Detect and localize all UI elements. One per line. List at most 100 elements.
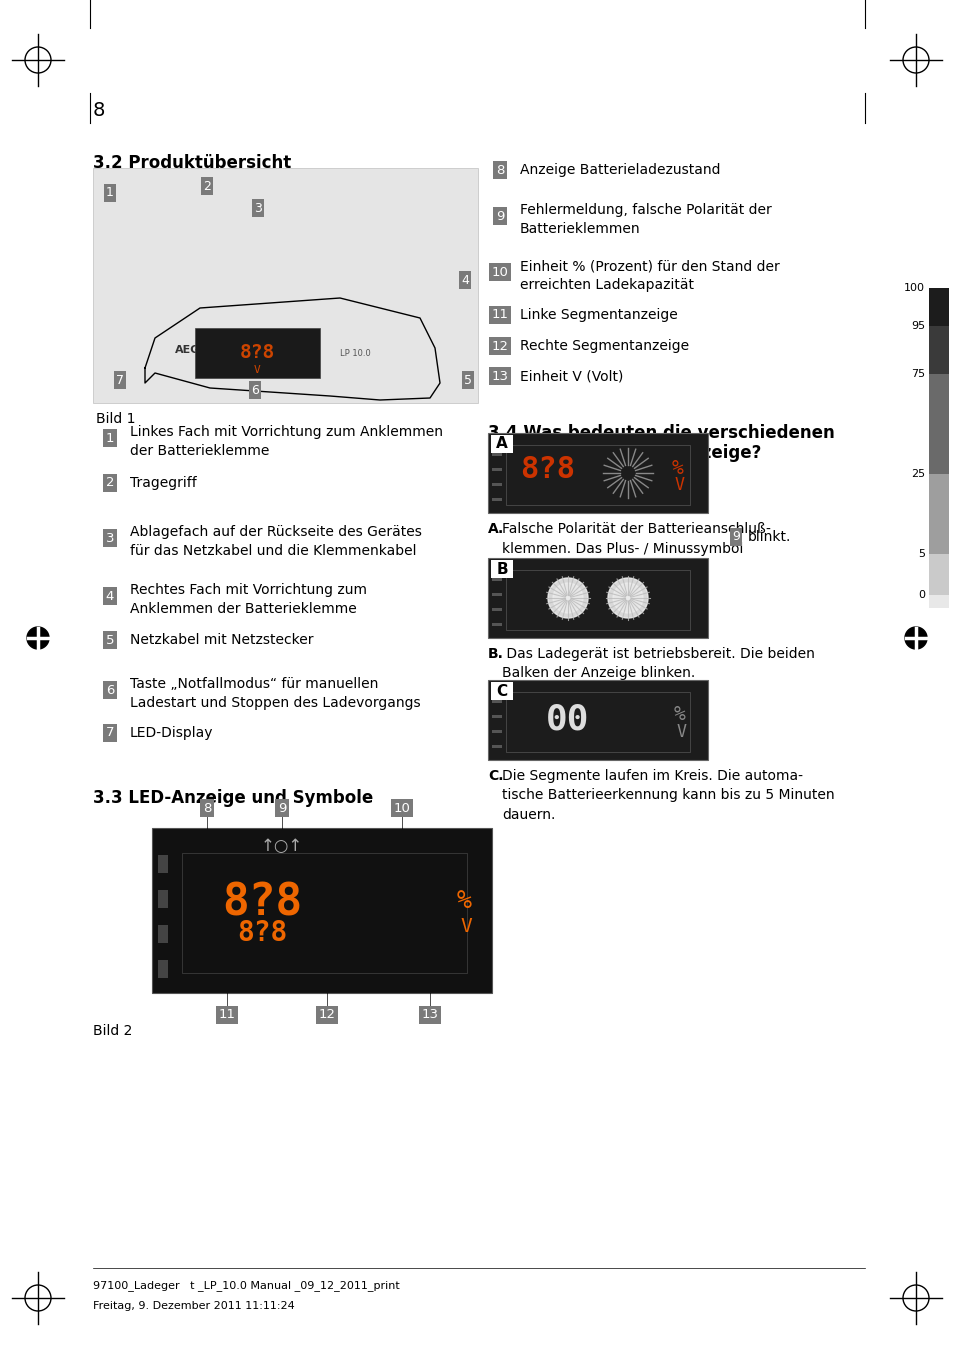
Text: B: B [496, 561, 507, 577]
Polygon shape [613, 583, 642, 612]
FancyBboxPatch shape [92, 168, 477, 403]
Text: %: % [672, 459, 683, 478]
FancyBboxPatch shape [492, 608, 501, 611]
Text: C: C [496, 683, 507, 698]
FancyBboxPatch shape [492, 579, 501, 581]
Text: Das Ladegerät ist betriebsbereit. Die beiden
Balken der Anzeige blinken.: Das Ladegerät ist betriebsbereit. Die be… [501, 646, 814, 680]
Text: Die Segmente laufen im Kreis. Die automa-
tische Batterieerkennung kann bis zu 5: Die Segmente laufen im Kreis. Die automa… [501, 769, 834, 822]
Text: 8?8: 8?8 [239, 344, 274, 363]
Text: 13: 13 [491, 369, 508, 383]
Text: 10: 10 [394, 801, 410, 815]
Text: blinkt.: blinkt. [747, 530, 791, 545]
Text: Falsche Polarität der Batterieanschluß-
klemmen. Das Plus- / Minussymbol: Falsche Polarität der Batterieanschluß- … [501, 521, 770, 555]
Text: LED-Display: LED-Display [130, 727, 213, 740]
Text: LP 10.0: LP 10.0 [339, 349, 371, 357]
Text: Anzeigen der LED-Anzeige?: Anzeigen der LED-Anzeige? [504, 444, 760, 462]
Text: Linke Segmentanzeige: Linke Segmentanzeige [519, 308, 677, 322]
Text: Freitag, 9. Dezember 2011 11:11:24: Freitag, 9. Dezember 2011 11:11:24 [92, 1301, 294, 1310]
Text: 3: 3 [253, 201, 262, 215]
Text: AEG: AEG [174, 345, 200, 354]
FancyBboxPatch shape [928, 474, 948, 554]
Text: Netzkabel mit Netzstecker: Netzkabel mit Netzstecker [130, 633, 314, 646]
FancyBboxPatch shape [158, 856, 168, 873]
FancyBboxPatch shape [492, 498, 501, 501]
Text: 8: 8 [203, 801, 211, 815]
Text: 8?8: 8?8 [236, 919, 287, 947]
Text: 12: 12 [318, 1009, 335, 1021]
Text: 12: 12 [491, 340, 508, 353]
FancyBboxPatch shape [158, 925, 168, 942]
Text: erreichten Ladekapazität: erreichten Ladekapazität [519, 278, 693, 292]
Text: V: V [253, 365, 260, 375]
FancyBboxPatch shape [492, 731, 501, 733]
Text: 1: 1 [106, 432, 114, 444]
FancyBboxPatch shape [492, 469, 501, 471]
Text: 5: 5 [917, 549, 924, 558]
FancyBboxPatch shape [928, 288, 948, 326]
Text: 4: 4 [460, 273, 469, 287]
Text: Ladestart und Stoppen des Ladevorgangs: Ladestart und Stoppen des Ladevorgangs [130, 697, 420, 710]
FancyBboxPatch shape [492, 623, 501, 626]
Text: der Batterieklemme: der Batterieklemme [130, 444, 269, 458]
FancyBboxPatch shape [928, 595, 948, 608]
Text: 9: 9 [731, 531, 740, 543]
Polygon shape [619, 589, 636, 606]
Text: ↑○↑: ↑○↑ [260, 837, 303, 856]
Polygon shape [607, 579, 647, 618]
Text: 7: 7 [106, 727, 114, 740]
Polygon shape [547, 579, 587, 618]
FancyBboxPatch shape [488, 680, 707, 760]
FancyBboxPatch shape [158, 889, 168, 909]
FancyBboxPatch shape [488, 433, 707, 513]
Text: 7: 7 [116, 373, 124, 387]
Text: Einheit % (Prozent) für den Stand der: Einheit % (Prozent) für den Stand der [519, 259, 779, 273]
FancyBboxPatch shape [492, 454, 501, 456]
Text: Ablagefach auf der Rückseite des Gerätes: Ablagefach auf der Rückseite des Gerätes [130, 526, 421, 539]
Text: Rechtes Fach mit Vorrichtung zum: Rechtes Fach mit Vorrichtung zum [130, 583, 367, 598]
Text: 3: 3 [106, 531, 114, 545]
FancyBboxPatch shape [505, 445, 689, 505]
Polygon shape [27, 627, 49, 649]
Text: 1: 1 [106, 186, 113, 200]
FancyBboxPatch shape [158, 960, 168, 978]
Text: Bild 1: Bild 1 [96, 411, 135, 426]
Text: 97100_Ladeger   t _LP_10.0 Manual _09_12_2011_print: 97100_Ladeger t _LP_10.0 Manual _09_12_2… [92, 1281, 399, 1291]
Text: 8: 8 [496, 163, 503, 177]
Text: B.: B. [488, 646, 503, 661]
FancyBboxPatch shape [492, 593, 501, 596]
Text: V: V [675, 477, 684, 494]
FancyBboxPatch shape [928, 326, 948, 375]
Text: Bild 2: Bild 2 [92, 1024, 132, 1038]
Text: Anklemmen der Batterieklemme: Anklemmen der Batterieklemme [130, 602, 356, 617]
FancyBboxPatch shape [492, 716, 501, 718]
Text: 5: 5 [463, 373, 472, 387]
Text: 100: 100 [903, 282, 924, 293]
Text: 8: 8 [92, 100, 105, 120]
Text: für das Netzkabel und die Klemmenkabel: für das Netzkabel und die Klemmenkabel [130, 545, 416, 558]
Polygon shape [904, 627, 926, 649]
Text: 8?8: 8?8 [520, 455, 575, 485]
FancyBboxPatch shape [488, 558, 707, 638]
Text: 5: 5 [106, 633, 114, 646]
Text: 00: 00 [546, 703, 589, 737]
Text: 3.4 Was bedeuten die verschiedenen: 3.4 Was bedeuten die verschiedenen [488, 424, 834, 441]
Text: 6: 6 [251, 383, 258, 397]
Text: Tragegriff: Tragegriff [130, 477, 196, 490]
Text: V: V [459, 917, 472, 936]
Text: V: V [677, 722, 686, 741]
Text: 13: 13 [421, 1009, 438, 1021]
Text: %: % [674, 706, 685, 725]
Text: 75: 75 [910, 369, 924, 379]
FancyBboxPatch shape [491, 682, 513, 699]
Text: 3.3 LED-Anzeige und Symbole: 3.3 LED-Anzeige und Symbole [92, 789, 373, 807]
Text: 0: 0 [917, 591, 924, 600]
Polygon shape [553, 583, 582, 612]
Text: 4: 4 [106, 589, 114, 603]
FancyBboxPatch shape [928, 554, 948, 595]
FancyBboxPatch shape [194, 329, 319, 378]
Text: 2: 2 [106, 477, 114, 489]
Text: 9: 9 [496, 209, 503, 223]
Text: 25: 25 [910, 469, 924, 478]
Text: A: A [496, 436, 507, 451]
Text: 2: 2 [203, 179, 211, 193]
